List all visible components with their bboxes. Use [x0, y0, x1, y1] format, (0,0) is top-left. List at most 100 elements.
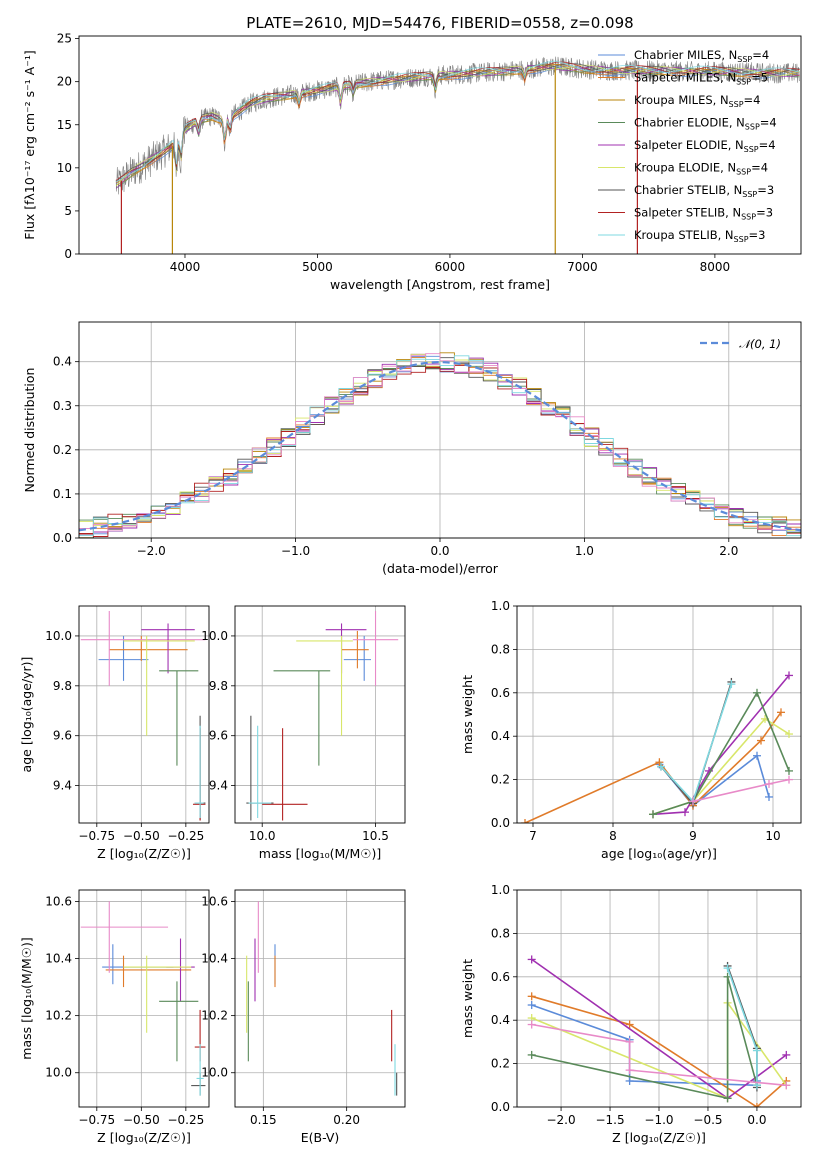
model-spectrum [115, 60, 800, 183]
errorbar-point [123, 635, 195, 736]
y-tick-label: 10.0 [45, 1066, 72, 1080]
mass-weight-marker [753, 751, 761, 760]
legend-subscript: SSP [737, 55, 752, 64]
mass-weight-marker [625, 1076, 634, 1085]
x-axis-label: age [log₁₀(age/yr)] [601, 846, 717, 861]
mass-vs-EBV-plot [246, 901, 398, 1096]
mass-weight-marker [655, 758, 664, 767]
x-tick-label: 6000 [435, 260, 466, 274]
x-axis-label: Z [log₁₀(Z/Z☉)] [612, 1130, 706, 1145]
mass-weight-marker [785, 766, 793, 775]
y-tick-label: 0.4 [491, 1013, 510, 1027]
mass-weight-marker [752, 1103, 761, 1107]
y-tick-label: 10.0 [201, 629, 228, 643]
legend-subscript: SSP [742, 190, 757, 199]
x-tick-label: −0.75 [78, 1113, 115, 1127]
legend-entry: Salpeter MILES, NSSP=5 [634, 71, 768, 87]
age-vs-Z-spines [78, 605, 210, 824]
legend-label: Kroupa STELIB, N [634, 228, 734, 242]
spectrum-axes: 4000 5000 6000 7000 8000 0 5 10 15 20 25 wavelength… [22, 14, 802, 292]
normal-reference-curve [79, 360, 801, 532]
y-tick-label: 0.0 [53, 531, 72, 545]
mass-vs-EBV-axes: 0.15 0.20 10.0 10.2 10.4 10.6 E(B-V) [201, 889, 406, 1145]
x-tick-label: −0.25 [167, 829, 204, 843]
age-vs-Z-plot [80, 610, 206, 821]
errorbar-point [352, 610, 399, 686]
legend-subscript: SSP [741, 213, 756, 222]
x-tick-label: −2.0 [546, 1113, 575, 1127]
mass-weight-marker [785, 730, 793, 739]
age-vs-Z-grid [79, 606, 209, 823]
errorbar-point [105, 955, 192, 988]
x-tick-label: 9 [689, 829, 697, 843]
residual-histogram-series [79, 365, 801, 537]
x-axis-label: wavelength [Angstrom, rest frame] [330, 277, 550, 292]
mass-weight-marker [765, 792, 773, 801]
x-axis-label: Z [log₁₀(Z/Z☉)] [97, 1130, 191, 1145]
legend-entry: Salpeter STELIB, NSSP=3 [634, 206, 773, 222]
legend-entry: Chabrier STELIB, NSSP=3 [634, 183, 774, 199]
x-tick-label: 2.0 [719, 544, 738, 558]
mass-weight-marker [689, 797, 697, 806]
mass-weight-marker [625, 1037, 634, 1046]
x-tick-label: −2.0 [137, 544, 166, 558]
residual-hist-frame: −2.0 −1.0 0.0 1.0 2.0 0.0 0.1 0.2 0.3 0.4 (data-mo… [22, 321, 802, 576]
y-tick-label: 10 [57, 161, 72, 175]
legend-entry: Chabrier ELODIE, NSSP=4 [634, 116, 777, 132]
y-tick-label: 10.2 [45, 1009, 72, 1023]
x-tick-label: 8 [609, 829, 617, 843]
legend-label: Chabrier MILES, N [634, 48, 737, 62]
x-tick-label: 4000 [170, 260, 201, 274]
x-tick-label: 0.20 [333, 1113, 360, 1127]
x-tick-label: 0.0 [430, 544, 449, 558]
mass-weight-marker [527, 1020, 536, 1029]
legend-entry: Chabrier MILES, NSSP=4 [634, 48, 769, 64]
y-tick-label: 10.4 [45, 952, 72, 966]
mass-weight-marker [527, 955, 536, 964]
age-vs-Z-frame: −0.75 −0.50 −0.25 9.4 9.6 9.8 10.0 Z [log₁₀(Z/Z… [19, 605, 210, 861]
y-tick-label: 0.2 [53, 443, 72, 457]
mass-weight-vs-age-frame: 7 8 9 10 0.0 0.2 0.4 0.6 0.8 1.0 age [log₁₀(age/yr… [460, 599, 802, 861]
mass-weight-vs-Z-spines [516, 889, 802, 1108]
mass-weight-marker [727, 680, 736, 689]
x-axis-label: mass [log₁₀(M/M☉)] [259, 846, 381, 861]
mass-vs-Z-axes: −0.75 −0.50 −0.25 10.0 10.2 10.4 10.6 Z [log₁₀(… [19, 889, 210, 1145]
x-tick-label: −1.0 [281, 544, 310, 558]
y-tick-label: 10.0 [201, 1066, 228, 1080]
legend-entry: Kroupa ELODIE, NSSP=4 [634, 161, 768, 177]
x-tick-label: 10.5 [362, 829, 389, 843]
mass-weight-marker [527, 992, 536, 1001]
age-vs-mass-axes: 10.0 10.5 9.4 9.6 9.8 10.0 mass [log₁₀(M/M☉)] [201, 605, 406, 861]
legend-subscript: SSP [744, 145, 759, 154]
y-tick-label: 0 [64, 247, 72, 261]
x-axis-label: E(B-V) [301, 1130, 340, 1145]
x-tick-label: 10.0 [249, 829, 276, 843]
x-tick-label: −0.50 [123, 1113, 160, 1127]
mass-weight-series [531, 1004, 758, 1087]
legend-entry: 𝒩(0, 1) [739, 337, 781, 351]
errorbar-point [192, 728, 206, 821]
mass-vs-Z-grid [79, 890, 209, 1107]
errorbar-point [296, 635, 353, 736]
legend-label: Salpeter MILES, N [634, 71, 736, 85]
x-tick-label: 7 [529, 829, 537, 843]
errorbar-point [262, 728, 308, 821]
mass-weight-vs-Z-plot [527, 955, 791, 1107]
mass-weight-vs-Z-grid [517, 889, 801, 1108]
mass-vs-Z-plot [80, 901, 206, 1096]
legend-label: Chabrier ELODIE, N [634, 116, 745, 130]
y-tick-label: 10.0 [45, 629, 72, 643]
x-tick-label: −1.0 [644, 1113, 673, 1127]
x-axis-label: (data-model)/error [382, 561, 499, 576]
y-tick-label: 0.3 [53, 399, 72, 413]
model-spectrum [115, 63, 800, 184]
legend-subscript: SSP [736, 78, 751, 87]
y-tick-label: 5 [64, 204, 72, 218]
mass-weight-series [531, 995, 787, 1107]
mass-weight-marker [782, 1081, 791, 1090]
legend-entry: Salpeter ELODIE, NSSP=4 [634, 138, 776, 154]
legend-subscript: SSP [729, 100, 744, 109]
y-tick-label: 9.6 [53, 729, 72, 743]
mass-weight-series [660, 681, 733, 806]
